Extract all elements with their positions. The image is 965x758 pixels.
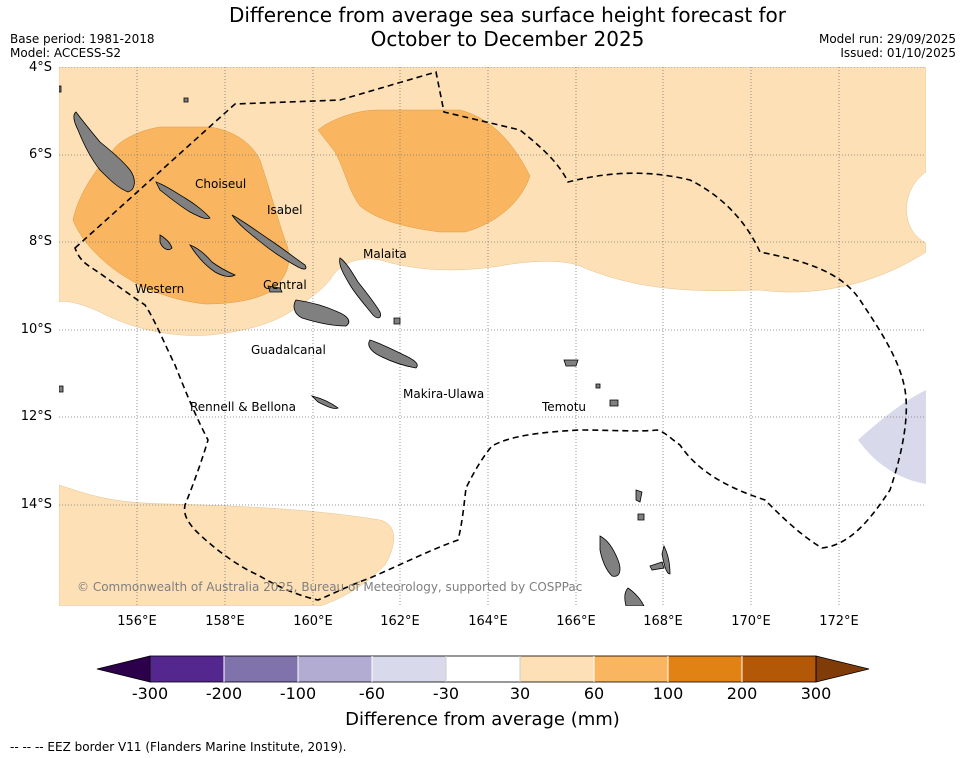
lon-label-168e: 168°E	[643, 614, 683, 629]
chart-title: Difference from average sea surface heig…	[0, 3, 965, 51]
colorbar-tick-neg60: -60	[358, 684, 386, 703]
island-torres	[635, 489, 643, 503]
province-label-isabel: Isabel	[267, 203, 303, 217]
colorbar-segment-3	[298, 656, 372, 682]
eez-footnote: -- -- -- EEZ border V11 (Flanders Marine…	[10, 740, 347, 754]
colorbar-segment-9	[742, 656, 816, 682]
eez-border	[74, 70, 908, 601]
band-negative-30-60-region	[858, 390, 926, 484]
lat-label-6s: 6°S	[28, 147, 52, 162]
lon-label-156e: 156°E	[117, 614, 157, 629]
island-banks	[637, 513, 645, 521]
province-label-western: Western	[135, 282, 185, 296]
island-small-3	[59, 85, 62, 93]
lat-label-4s: 4°S	[28, 60, 52, 75]
colorbar-segment-2	[224, 656, 298, 682]
colorbar-tick-30: 30	[509, 684, 531, 703]
islands	[59, 85, 671, 606]
province-label-malaita: Malaita	[363, 247, 407, 261]
island-pentecost	[649, 561, 665, 571]
province-label-choiseul: Choiseul	[195, 177, 247, 191]
lat-label-10s: 10°S	[20, 322, 52, 337]
colorbar-segment-6	[520, 656, 594, 682]
colorbar-segment-4	[372, 656, 446, 682]
lon-label-172e: 172°E	[819, 614, 859, 629]
island-small-1	[183, 97, 189, 103]
colorbar-tick-100: 100	[652, 684, 684, 703]
island-makira	[368, 339, 418, 369]
colorbar-label: Difference from average (mm)	[345, 709, 620, 730]
island-santa-cruz	[563, 359, 579, 367]
colorbar-tick-neg100: -100	[279, 684, 317, 703]
province-label-central: Central	[263, 278, 307, 292]
colorbar-segment-8	[668, 656, 742, 682]
lon-label-160e: 160°E	[293, 614, 333, 629]
colorbar-segment-5	[446, 656, 520, 682]
lat-label-14s: 14°S	[20, 497, 52, 512]
band-negative-east	[858, 390, 926, 484]
colorbar-frame	[149, 655, 817, 683]
title-line-1: Difference from average sea surface heig…	[228, 3, 787, 27]
island-maewo	[661, 544, 671, 575]
island-rennell	[310, 395, 339, 409]
colorbar-tick-60: 60	[583, 684, 605, 703]
colorbar-tick-neg200: -200	[205, 684, 243, 703]
island-new-georgia	[189, 244, 236, 277]
run-info: Model run: 29/09/2025 Issued: 01/10/2025	[819, 32, 956, 60]
province-label-guadalcanal: Guadalcanal	[251, 343, 326, 357]
island-vanikoro	[609, 399, 619, 407]
colorbar-tick-200: 200	[726, 684, 758, 703]
island-espiritu-santo	[599, 535, 621, 577]
colorbar-separators	[223, 656, 743, 682]
base-period: Base period: 1981-2018	[10, 32, 155, 46]
band-60-100-north	[317, 109, 531, 233]
lat-label-8s: 8°S	[28, 234, 52, 249]
colorbar-extend-low	[96, 655, 151, 683]
island-guadalcanal	[293, 299, 350, 327]
lon-label-170e: 170°E	[731, 614, 771, 629]
colorbar-tick-neg300: -300	[131, 684, 169, 703]
forecast-map	[59, 67, 926, 606]
island-malekula	[624, 587, 645, 606]
band-30-60-south	[59, 484, 394, 606]
colorbar	[96, 655, 870, 683]
colorbar-extend-high	[815, 655, 870, 683]
island-vella-lavella	[159, 234, 173, 250]
province-label-rennell-bellona: Rennell & Bellona	[190, 400, 297, 414]
lon-label-162e: 162°E	[380, 614, 420, 629]
island-tinakula	[595, 383, 601, 389]
island-small-4	[59, 385, 64, 393]
lon-label-166e: 166°E	[556, 614, 596, 629]
province-label-makira-ulawa: Makira-Ulawa	[403, 387, 485, 401]
colorbar-tick-300: 300	[800, 684, 832, 703]
colorbar-segment-7	[594, 656, 668, 682]
island-bougainville	[73, 111, 135, 193]
lon-label-158e: 158°E	[205, 614, 245, 629]
copyright-notice: © Commonwealth of Australia 2025, Bureau…	[77, 580, 583, 594]
issued-date: Issued: 01/10/2025	[840, 46, 956, 60]
graticule	[59, 67, 926, 606]
model-name: Model: ACCESS-S2	[10, 46, 122, 60]
island-florida	[267, 285, 283, 293]
island-small-2	[393, 317, 401, 325]
province-label-temotu: Temotu	[542, 400, 587, 414]
island-isabel	[231, 214, 307, 270]
title-line-2: October to December 2025	[370, 27, 645, 51]
model-info: Base period: 1981-2018 Model: ACCESS-S2	[10, 32, 155, 60]
model-run: Model run: 29/09/2025	[818, 32, 956, 46]
colorbar-segment-1	[150, 656, 224, 682]
lat-label-12s: 12°S	[20, 409, 52, 424]
island-choiseul	[155, 181, 211, 219]
island-malaita	[339, 257, 381, 319]
colorbar-tick-neg30: -30	[432, 684, 460, 703]
lon-label-164e: 164°E	[468, 614, 508, 629]
